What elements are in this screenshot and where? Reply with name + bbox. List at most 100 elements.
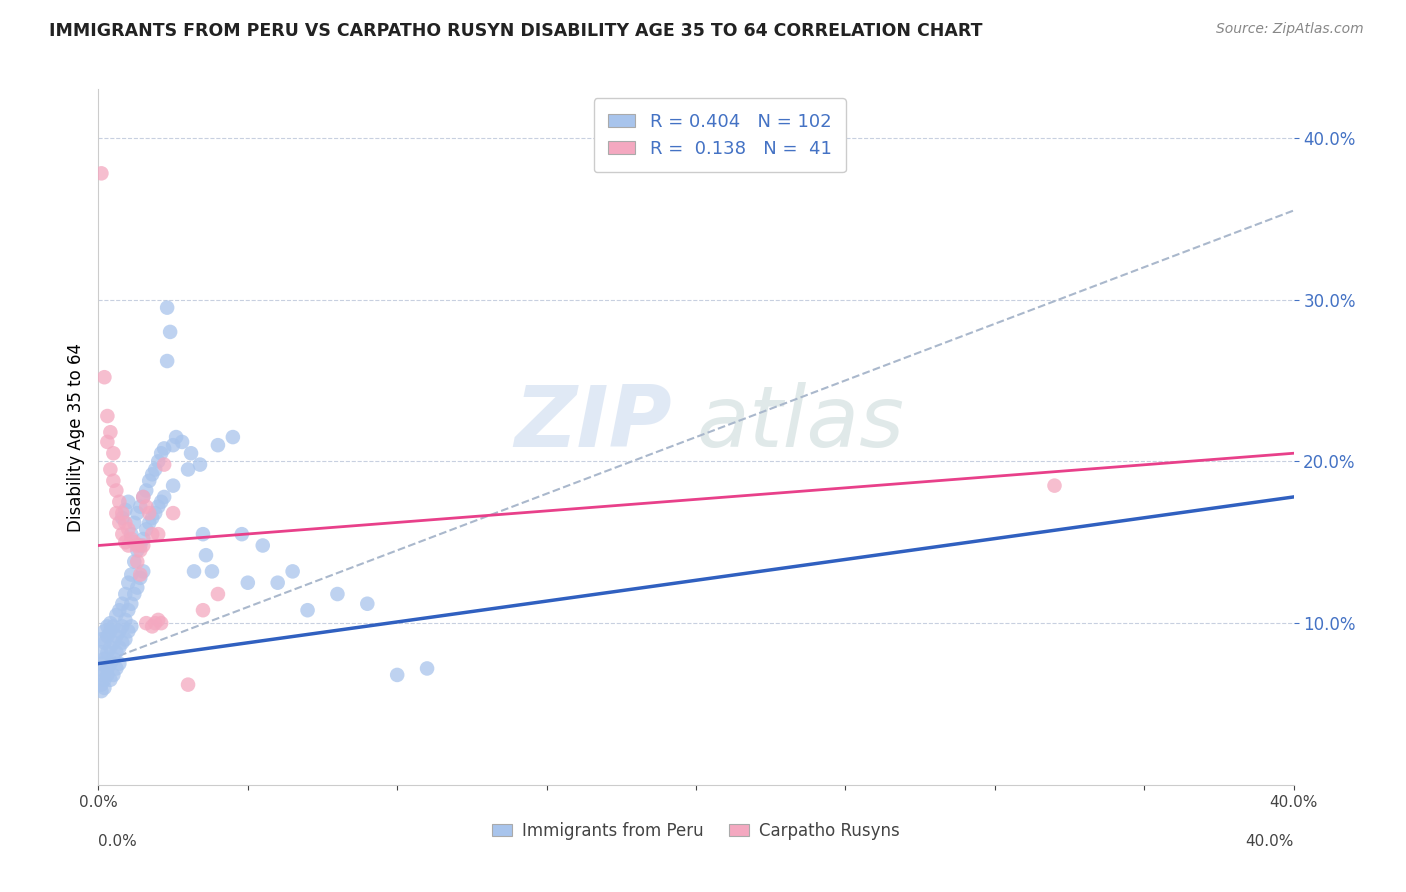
Point — [150, 446, 173, 460]
Point — [124, 587, 146, 601]
Point — [103, 619, 125, 633]
Point — [117, 624, 139, 639]
Point — [105, 483, 128, 498]
Point — [191, 603, 214, 617]
Point — [148, 613, 170, 627]
Point — [180, 446, 202, 460]
Point — [267, 575, 290, 590]
Point — [114, 613, 136, 627]
Point — [132, 490, 155, 504]
Point — [103, 652, 125, 666]
Point — [153, 490, 176, 504]
Point — [103, 474, 125, 488]
Point — [108, 640, 131, 655]
Point — [143, 462, 166, 476]
Point — [385, 668, 409, 682]
Point — [135, 500, 157, 514]
Point — [183, 565, 205, 579]
Point — [195, 548, 218, 562]
Point — [141, 467, 163, 482]
Point — [172, 434, 194, 449]
Point — [162, 506, 184, 520]
Point — [103, 668, 125, 682]
Point — [117, 522, 139, 536]
Point — [124, 516, 146, 530]
Point — [252, 539, 274, 553]
Point — [96, 668, 118, 682]
Point — [156, 354, 179, 368]
Point — [129, 567, 152, 582]
Point — [124, 555, 146, 569]
Point — [93, 673, 115, 687]
Point — [114, 632, 136, 647]
Point — [90, 684, 112, 698]
Point — [93, 624, 115, 639]
Point — [105, 506, 128, 520]
Text: ZIP: ZIP — [515, 382, 672, 465]
Point — [105, 608, 128, 623]
Point — [129, 543, 152, 558]
Point — [93, 652, 115, 666]
Text: 40.0%: 40.0% — [1246, 834, 1294, 848]
Point — [111, 635, 134, 649]
Point — [177, 462, 200, 476]
Point — [124, 535, 146, 549]
Point — [98, 657, 122, 671]
Point — [90, 645, 112, 659]
Point — [148, 454, 170, 468]
Text: IMMIGRANTS FROM PERU VS CARPATHO RUSYN DISABILITY AGE 35 TO 64 CORRELATION CHART: IMMIGRANTS FROM PERU VS CARPATHO RUSYN D… — [49, 22, 983, 40]
Point — [135, 616, 157, 631]
Point — [153, 442, 176, 456]
Point — [96, 619, 118, 633]
Point — [108, 495, 131, 509]
Point — [416, 661, 439, 675]
Point — [141, 619, 163, 633]
Point — [90, 668, 112, 682]
Point — [114, 503, 136, 517]
Point — [114, 535, 136, 549]
Point — [111, 619, 134, 633]
Point — [96, 661, 118, 675]
Point — [356, 597, 378, 611]
Point — [108, 516, 131, 530]
Point — [127, 506, 149, 520]
Point — [98, 624, 122, 639]
Point — [98, 616, 122, 631]
Point — [297, 603, 319, 617]
Point — [207, 587, 229, 601]
Point — [177, 678, 200, 692]
Point — [132, 539, 155, 553]
Text: atlas: atlas — [696, 382, 904, 465]
Point — [191, 527, 214, 541]
Point — [90, 166, 112, 180]
Point — [120, 597, 142, 611]
Point — [132, 532, 155, 546]
Point — [90, 632, 112, 647]
Point — [114, 587, 136, 601]
Point — [117, 575, 139, 590]
Point — [138, 506, 160, 520]
Point — [207, 438, 229, 452]
Text: 0.0%: 0.0% — [98, 834, 138, 848]
Point — [231, 527, 253, 541]
Point — [98, 640, 122, 655]
Point — [103, 446, 125, 460]
Point — [201, 565, 224, 579]
Point — [93, 681, 115, 695]
Point — [127, 581, 149, 595]
Point — [96, 645, 118, 659]
Point — [141, 511, 163, 525]
Point — [129, 571, 152, 585]
Point — [108, 657, 131, 671]
Point — [105, 645, 128, 659]
Point — [150, 616, 173, 631]
Point — [326, 587, 349, 601]
Point — [90, 678, 112, 692]
Point — [153, 458, 176, 472]
Point — [127, 555, 149, 569]
Point — [93, 665, 115, 679]
Point — [162, 478, 184, 492]
Point — [129, 500, 152, 514]
Point — [132, 490, 155, 504]
Point — [162, 438, 184, 452]
